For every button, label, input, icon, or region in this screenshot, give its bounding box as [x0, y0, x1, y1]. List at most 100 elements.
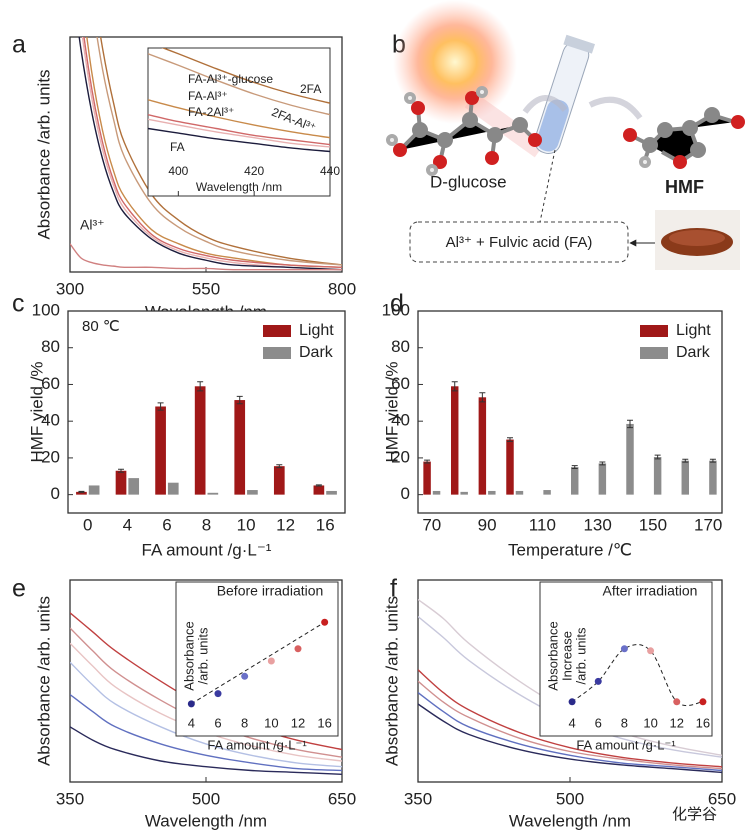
- error-bar: [276, 464, 283, 469]
- bar: [423, 461, 431, 495]
- y-axis-title: HMF yield /%: [382, 361, 401, 462]
- bar: [207, 492, 219, 495]
- spectrum-line: [99, 37, 342, 266]
- point: [187, 700, 195, 708]
- x-tick-label: 16: [316, 515, 335, 534]
- series-label: FA: [170, 140, 185, 154]
- x-tick-label: 12: [670, 715, 684, 730]
- x-tick-label: 4: [123, 515, 132, 534]
- plot-area: [423, 381, 717, 495]
- bar: [450, 386, 459, 495]
- point: [267, 657, 275, 665]
- point: [620, 645, 628, 653]
- error-bar: [627, 419, 634, 429]
- legend-swatch: [640, 347, 668, 359]
- x-tick-label: 110: [529, 515, 556, 534]
- x-tick-label: 170: [694, 515, 722, 534]
- arrow: [522, 95, 568, 114]
- bar: [515, 490, 524, 495]
- legend-label: Light: [676, 322, 711, 339]
- chart: d 70 90 110 130 150 170 0 20 40 60 80 100 Temperature…: [382, 290, 723, 559]
- bar: [115, 470, 127, 495]
- bar: [653, 456, 662, 495]
- plot-area: [148, 48, 330, 153]
- x-tick-label: 350: [56, 789, 84, 808]
- spectrum-line: [418, 680, 722, 770]
- bar: [234, 400, 246, 495]
- y-tick-label: 20: [41, 447, 60, 466]
- error-bar: [118, 468, 125, 473]
- y-tick-label: 100: [32, 300, 60, 319]
- x-tick-label: 650: [708, 789, 736, 808]
- reactant-label: D-glucose: [430, 172, 507, 191]
- catalyst-box: [409, 221, 629, 263]
- bar: [709, 460, 717, 495]
- x-axis-title: Wavelength /nm: [196, 180, 282, 194]
- spectrum-line: [83, 37, 342, 268]
- connector: [539, 149, 556, 223]
- error-bar: [157, 402, 164, 411]
- legend-swatch: [263, 325, 291, 337]
- x-tick-label: 10: [264, 715, 278, 730]
- x-tick-label: 6: [214, 715, 221, 730]
- x-tick-label: 8: [241, 715, 248, 730]
- x-tick-label: 16: [696, 715, 710, 730]
- panel-letter: d: [390, 290, 404, 318]
- x-axis-title: FA amount /g·L⁻¹: [142, 540, 272, 559]
- chart: 400 420 440 Wavelength /nm FA-Al³⁺-glucose FA…: [147, 47, 340, 197]
- plot-area: [187, 618, 329, 708]
- x-axis-title: FA amount /g·L⁻¹: [207, 737, 307, 752]
- error-whisker: [479, 392, 486, 403]
- bar: [128, 478, 140, 495]
- spectrum-line: [86, 37, 342, 268]
- series-label: 2FA: [300, 82, 321, 96]
- plot-frame: [67, 310, 346, 514]
- chart: 4 6 8 10 12 16 FA amount /g·L⁻¹ Absorbance Incre…: [539, 581, 713, 752]
- x-tick-label: 10: [643, 715, 657, 730]
- bar: [488, 490, 496, 495]
- error-whisker: [654, 454, 661, 460]
- error-whisker: [599, 461, 606, 466]
- bar: [273, 466, 285, 495]
- error-whisker: [118, 468, 125, 473]
- point: [699, 698, 707, 706]
- bar: [432, 490, 441, 495]
- y-axis-title: Absorbance: [181, 621, 196, 690]
- test-tube: [534, 34, 595, 155]
- series-label: Al³⁺: [80, 217, 105, 233]
- x-tick-label: 350: [404, 789, 432, 808]
- legend-label: Dark: [299, 344, 334, 361]
- spectrum-line: [78, 37, 342, 271]
- x-tick-label: 800: [328, 279, 356, 298]
- x-tick-label: 12: [276, 515, 295, 534]
- error-bar: [682, 458, 689, 463]
- point: [214, 690, 222, 698]
- error-bar: [599, 461, 606, 466]
- spectrum-line: [148, 127, 330, 153]
- point: [294, 645, 302, 653]
- panel-letter: c: [12, 290, 25, 318]
- point: [647, 647, 655, 655]
- error-whisker: [451, 381, 458, 392]
- bar: [247, 490, 258, 495]
- point: [568, 698, 576, 706]
- bar: [88, 485, 100, 495]
- plot-area: [70, 37, 342, 271]
- x-tick-label: 4: [188, 715, 195, 730]
- spectrum-line: [418, 692, 722, 772]
- spectrum-line: [148, 53, 330, 116]
- fit-line: [191, 621, 325, 705]
- y-axis-title: Absorbance: [545, 621, 560, 690]
- y-tick-label: 40: [391, 411, 410, 430]
- x-axis-title: FA amount /g·L⁻¹: [576, 737, 676, 752]
- bar: [598, 463, 607, 495]
- x-tick-label: 500: [556, 789, 584, 808]
- y-tick-label: 60: [41, 374, 60, 393]
- point: [241, 672, 249, 680]
- bar: [76, 491, 87, 495]
- series-label: FA-Al³⁺-glucose: [188, 72, 273, 86]
- bar: [194, 386, 206, 495]
- legend-label: Dark: [676, 344, 711, 361]
- y-tick-label: 40: [41, 411, 60, 430]
- y-axis-title: /arb. units: [195, 627, 210, 685]
